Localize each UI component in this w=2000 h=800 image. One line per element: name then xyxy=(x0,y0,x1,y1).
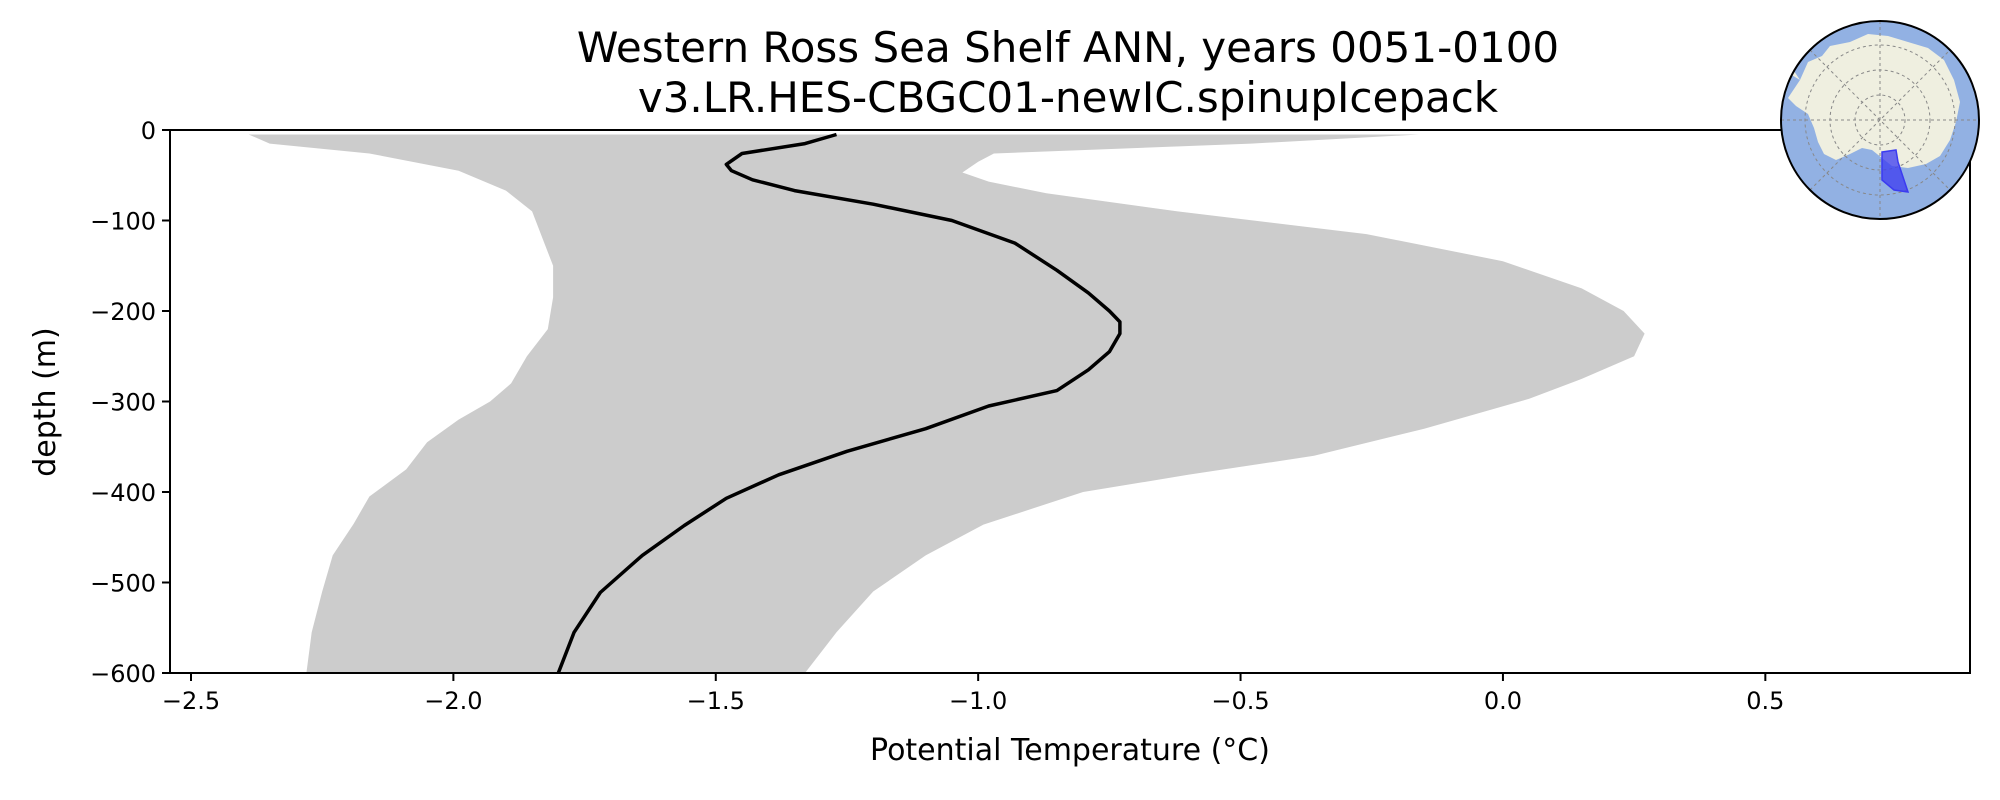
y-tick-label: −600 xyxy=(90,660,156,688)
inset-map-antarctica-land xyxy=(1788,34,1960,168)
x-tick-label: −0.5 xyxy=(1211,687,1269,715)
y-tick-label: 0 xyxy=(141,117,156,145)
y-tick-label: −100 xyxy=(90,208,156,236)
mean-profile-line xyxy=(556,132,1122,674)
y-tick-label: −300 xyxy=(90,389,156,417)
x-tick-label: 0.5 xyxy=(1746,687,1784,715)
inset-map-border xyxy=(1780,20,1980,220)
y-tick-label: −200 xyxy=(90,298,156,326)
inset-map-graticule xyxy=(1781,21,1979,219)
x-tick-label: −1.0 xyxy=(949,687,1007,715)
y-tick-label: −400 xyxy=(90,479,156,507)
plot-area xyxy=(248,132,1645,674)
chart-subtitle: v3.LR.HES-CBGC01-newIC.spinupIcepack xyxy=(638,73,1499,122)
y-tick-label: −500 xyxy=(90,570,156,598)
y-axis-label: depth (m) xyxy=(28,327,63,477)
chart-title: Western Ross Sea Shelf ANN, years 0051-0… xyxy=(577,23,1559,72)
axis-ticks: −2.5 −2.0 −1.5 −1.0 −0.5 0.0 0.5 0 −100 −200 −300 −… xyxy=(90,117,1784,715)
inset-map xyxy=(1780,20,1980,220)
x-axis-label: Potential Temperature (°C) xyxy=(870,733,1270,768)
x-tick-label: −1.5 xyxy=(687,687,745,715)
x-tick-label: −2.5 xyxy=(162,687,220,715)
x-tick-label: 0.0 xyxy=(1484,687,1522,715)
x-tick-label: −2.0 xyxy=(424,687,482,715)
range-band xyxy=(248,134,1645,673)
inset-map-region xyxy=(1881,149,1910,193)
